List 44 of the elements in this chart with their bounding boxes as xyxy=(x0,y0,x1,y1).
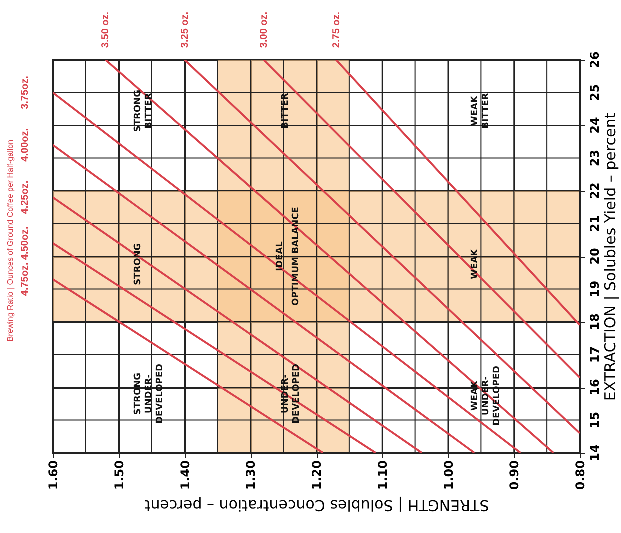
x-tick-label: 1.00 xyxy=(442,460,456,490)
text: 3.50 oz. xyxy=(100,12,112,48)
text: 4.25oz. xyxy=(20,180,31,214)
text: 4.50oz. xyxy=(20,226,31,260)
annotation: WEAK UNDER- DEVELOPED xyxy=(470,366,503,426)
text: 3.75oz. xyxy=(20,76,31,110)
y-tick-label: 17 xyxy=(588,346,602,364)
annotation: WEAK xyxy=(470,248,481,280)
annotation: IDEAL xyxy=(276,241,286,272)
x-tick-label: 1.20 xyxy=(310,460,324,490)
x-tick-label: 1.60 xyxy=(46,460,60,490)
annotation: OPTIMUM BALANCE xyxy=(291,207,302,306)
y-tick-label: 21 xyxy=(588,215,602,232)
legend-title: Brewing Ratio | Ounces of Ground Coffee per Half-gallon xyxy=(6,140,15,342)
y-tick-label: 15 xyxy=(588,412,602,429)
x-tick-label: 0.90 xyxy=(508,460,522,490)
text: 3.25 oz. xyxy=(180,12,191,48)
annotation: STRONG UNDER- DEVELOPED xyxy=(133,364,166,424)
x-tick-label: 1.40 xyxy=(178,460,192,490)
text: 2.75 oz. xyxy=(331,12,342,48)
text: 3.00 oz. xyxy=(258,12,270,48)
x-tick-label: 1.10 xyxy=(376,460,390,490)
y-tick-label: 25 xyxy=(588,84,602,102)
annotation: BITTER xyxy=(280,93,291,129)
annotation: WEAK BITTER xyxy=(470,93,492,129)
y-tick-label: 14 xyxy=(588,444,602,462)
x-tick-label: 1.30 xyxy=(244,460,258,490)
x-tick-label: 1.50 xyxy=(112,460,126,490)
y-axis-title: EXTRACTION | Solubles Yield – percent xyxy=(602,112,620,402)
x-axis-title: STRENGTH | Solubles Concentration – percent xyxy=(144,496,490,514)
y-tick-label: 23 xyxy=(588,150,602,167)
y-tick-label: 26 xyxy=(588,52,602,68)
text: 4.00oz. xyxy=(20,128,31,162)
text: 4.75oz. xyxy=(20,262,31,296)
annotation: UNDER- DEVELOPED xyxy=(280,364,302,424)
y-tick-label: 18 xyxy=(588,314,602,330)
y-tick-label: 20 xyxy=(588,248,602,265)
annotation: STRONG xyxy=(133,243,144,286)
y-tick-label: 22 xyxy=(588,182,602,200)
annotation: STRONG BITTER xyxy=(133,90,154,132)
y-tick-label: 24 xyxy=(588,117,602,134)
x-tick-label: 0.80 xyxy=(574,460,588,490)
y-tick-label: 19 xyxy=(588,280,602,298)
y-tick-label: 16 xyxy=(588,379,602,396)
